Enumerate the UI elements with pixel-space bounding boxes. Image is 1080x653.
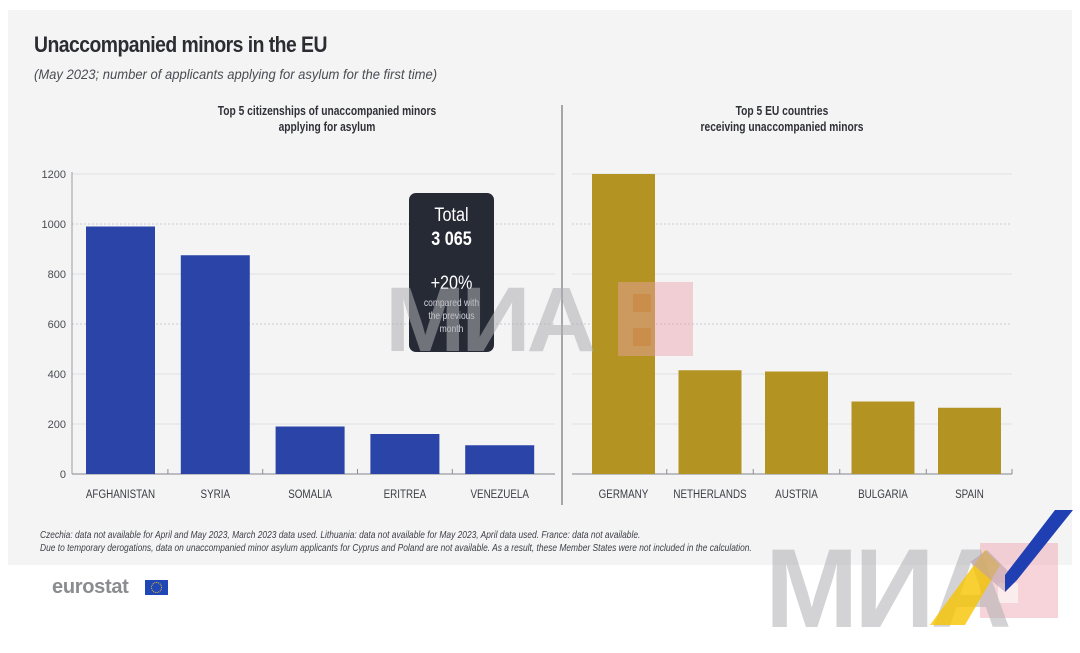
bar-eritrea bbox=[370, 434, 440, 474]
left-chart-title-line-1: Top 5 citizenships of unaccompanied mino… bbox=[217, 104, 437, 118]
x-tick-label: BULGARIA bbox=[858, 488, 908, 501]
bar-venezuela bbox=[465, 445, 535, 474]
left-chart-title-line-2: applying for asylum bbox=[278, 120, 376, 134]
bar-germany bbox=[592, 174, 655, 474]
footnote-1: Czechia: data not available for April an… bbox=[40, 529, 641, 541]
x-tick-label: AFGHANISTAN bbox=[86, 488, 155, 501]
total-label: Total bbox=[434, 205, 469, 226]
total-box: Total 3 065 +20% compared with the previ… bbox=[409, 193, 494, 352]
bar-somalia bbox=[275, 426, 345, 474]
y-tick-label: 800 bbox=[48, 269, 66, 281]
left-chart-title: Top 5 citizenships of unaccompanied mino… bbox=[200, 103, 454, 135]
bar-spain bbox=[938, 407, 1001, 474]
bar-afghanistan bbox=[86, 226, 155, 474]
y-tick-label: 400 bbox=[48, 369, 66, 381]
x-tick-label: SOMALIA bbox=[288, 488, 332, 501]
footnote-2: Due to temporary derogations, data on un… bbox=[40, 542, 752, 554]
bar-netherlands bbox=[678, 370, 742, 474]
bar-syria bbox=[180, 255, 250, 474]
x-tick-label: VENEZUELA bbox=[470, 488, 529, 501]
chart-subtitle: (May 2023; number of applicants applying… bbox=[34, 66, 438, 82]
y-tick-label: 600 bbox=[48, 319, 66, 331]
x-tick-label: ERITREA bbox=[384, 488, 427, 501]
tick-labels: 200 400 600 800 1000 1200 0 AFGHANISTAN SYRIA SOM… bbox=[42, 169, 984, 501]
total-change: +20% bbox=[430, 273, 473, 294]
y-tick-label: 0 bbox=[60, 469, 66, 481]
total-change-note: compared with the previous month bbox=[423, 298, 480, 335]
right-chart-title-line-2: receiving unaccompanied minors bbox=[700, 120, 864, 134]
y-tick-label: 200 bbox=[48, 419, 66, 431]
x-tick-label: SYRIA bbox=[201, 488, 231, 501]
y-tick-label: 1000 bbox=[42, 219, 66, 231]
eu-flag-icon bbox=[145, 580, 168, 595]
x-tick-label: SPAIN bbox=[955, 488, 984, 501]
x-tick-label: GERMANY bbox=[599, 488, 649, 501]
x-tick-label: AUSTRIA bbox=[775, 488, 818, 501]
x-tick-label: NETHERLANDS bbox=[673, 488, 746, 501]
total-value: 3 065 bbox=[431, 229, 472, 250]
bar-austria bbox=[765, 371, 828, 474]
right-chart-title-line-1: Top 5 EU countries bbox=[735, 104, 829, 118]
eurostat-logo: eurostat bbox=[52, 576, 129, 598]
bar-bulgaria bbox=[851, 401, 915, 474]
chart-title: Unaccompanied minors in the EU bbox=[34, 32, 327, 57]
y-tick-label: 1200 bbox=[42, 169, 66, 181]
right-chart-title: Top 5 EU countries receiving unaccompani… bbox=[659, 103, 905, 135]
bars bbox=[86, 174, 1001, 474]
